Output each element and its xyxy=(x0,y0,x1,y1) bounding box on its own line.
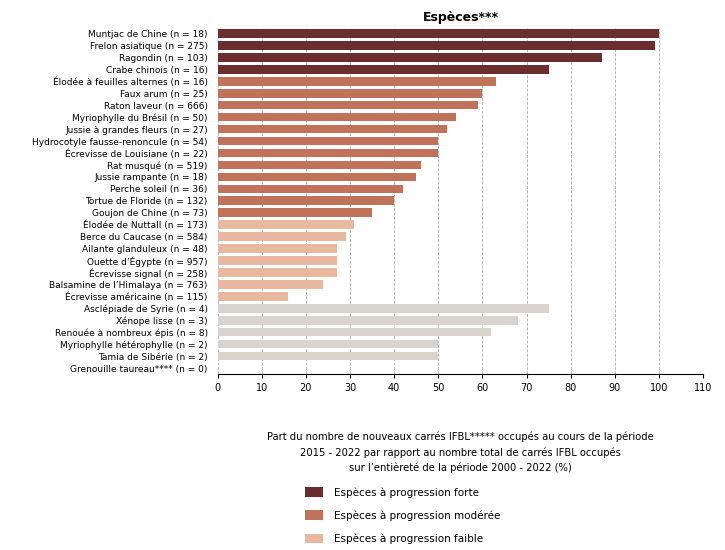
Bar xyxy=(218,184,403,193)
Bar xyxy=(218,196,394,205)
Bar xyxy=(218,340,439,349)
Bar xyxy=(218,352,439,360)
Bar xyxy=(218,101,478,109)
Bar xyxy=(218,29,659,38)
Bar xyxy=(218,232,346,241)
Bar xyxy=(218,161,420,169)
Bar xyxy=(218,89,482,97)
Bar xyxy=(218,113,456,122)
Bar xyxy=(218,304,549,312)
Bar xyxy=(218,280,323,289)
Bar xyxy=(218,65,549,74)
Text: Part du nombre de nouveaux carrés IFBL***** occupés au cours de la période
2015 : Part du nombre de nouveaux carrés IFBL**… xyxy=(267,432,654,474)
Bar xyxy=(218,292,288,301)
Bar xyxy=(218,316,518,324)
Text: Espèces à progression forte: Espèces à progression forte xyxy=(334,487,478,498)
Text: Espèces à progression modérée: Espèces à progression modérée xyxy=(334,510,500,521)
Bar xyxy=(218,208,372,217)
Bar xyxy=(218,256,336,265)
Bar xyxy=(218,221,355,229)
Bar xyxy=(218,137,439,145)
Bar xyxy=(218,268,336,277)
Bar xyxy=(218,41,655,50)
Bar xyxy=(218,173,416,181)
Bar xyxy=(218,148,439,157)
Bar xyxy=(218,244,336,253)
Text: Espèces à progression faible: Espèces à progression faible xyxy=(334,533,483,544)
Bar xyxy=(218,328,492,337)
Bar xyxy=(218,125,447,133)
Title: Espèces***: Espèces*** xyxy=(423,10,498,24)
Bar xyxy=(218,77,496,86)
Bar xyxy=(218,53,602,62)
